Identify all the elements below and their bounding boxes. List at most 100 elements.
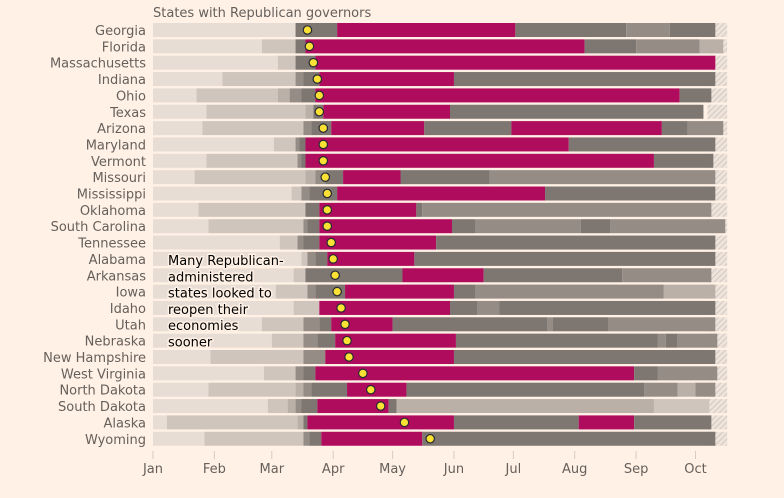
segment-level-4 [584,39,637,54]
segment-level-3 [475,219,581,234]
state-label: Indiana [98,73,146,88]
segment-level-3 [547,317,553,332]
segment-level-2 [277,88,290,103]
segment-level-3 [303,333,318,348]
state-label: Alaska [103,416,146,431]
segment-restrictive [305,153,654,168]
annotation: Many Republican-administered states looke… [167,253,286,353]
state-row: New Hampshire [43,350,728,366]
state-label: New Hampshire [43,351,146,366]
state-row: South Carolina [51,219,728,235]
segment-level-0 [153,431,205,446]
segment-level-1 [261,39,296,54]
segment-level-4 [416,202,423,217]
reopen-marker [375,401,386,411]
segment-level-3 [295,137,300,152]
segment-level-4 [303,366,316,381]
state-label: Missouri [92,171,146,186]
segment-level-1 [202,121,304,136]
state-row: Idaho [110,300,728,317]
state-label: North Dakota [59,384,146,399]
segment-level-3 [289,88,302,103]
reopen-marker [399,417,410,428]
segment-level-1 [279,235,298,250]
state-label: Iowa [116,286,146,301]
segment-level-2 [287,399,296,414]
tick-label: Jan [142,462,163,477]
segment-level-4 [400,170,490,185]
state-row: South Dakota [58,399,728,415]
segment-level-0 [153,300,294,315]
segment-restrictive [327,251,415,266]
state-row: Oklahoma [80,202,728,219]
segment-level-1 [204,431,304,446]
segment-level-0 [153,88,197,103]
segment-restrictive [315,366,635,381]
tick-label: Apr [322,462,345,477]
segment-level-3 [636,39,700,54]
segment-level-4 [634,415,712,430]
segment-level-3 [657,333,666,348]
tick-label: Oct [684,462,706,477]
segment-level-3 [295,366,304,381]
segment-level-4 [392,317,548,332]
segment-restrictive [511,121,662,136]
state-label: Massachusetts [50,57,146,72]
tick-label: Sep [624,462,649,477]
segment-level-3 [301,186,310,201]
segment-level-4 [634,366,658,381]
segment-level-4 [406,382,645,397]
reopen-marker [332,286,342,297]
segment-level-4 [453,72,716,87]
reopen-marker [365,384,376,395]
segment-level-3 [315,170,326,185]
segment-level-0 [153,104,207,119]
segment-level-0 [153,186,292,201]
state-label: Mississippi [77,188,146,203]
segment-restrictive [347,382,407,397]
chart-title: States with Republican governors [153,6,371,21]
reopen-marker [336,303,346,313]
segment-level-3 [297,153,302,168]
segment-restrictive [317,399,389,414]
segment-level-4 [317,333,336,348]
state-row: Vermont [91,153,728,170]
segment-level-4 [455,333,658,348]
state-label: Idaho [110,302,146,317]
segment-level-1 [198,202,306,217]
segment-level-1 [261,317,304,332]
segment-level-4 [568,137,716,152]
segment-level-0 [153,153,207,168]
segment-level-3 [422,202,712,217]
segment-level-4 [552,317,609,332]
state-row: Indiana [98,72,728,88]
segment-restrictive [307,415,454,430]
segment-level-0 [153,121,203,136]
segment-restrictive [331,121,425,136]
reopen-marker [326,237,336,248]
state-label: Wyoming [85,433,146,448]
segment-level-2 [295,382,304,397]
segment-level-3 [622,268,712,283]
segment-level-0 [153,72,223,87]
segment-level-4 [422,431,716,446]
segment-restrictive [305,137,569,152]
state-row: Iowa [116,284,728,301]
segment-level-0 [153,284,276,299]
annotation-line: economies [168,319,239,334]
state-label: Oklahoma [80,204,146,219]
no-data-hatch [707,415,728,430]
segment-level-1 [293,300,320,315]
segment-level-4 [301,399,318,414]
segment-restrictive [323,104,450,119]
segment-level-2 [677,382,696,397]
reopen-marker [340,319,350,330]
segment-level-4 [325,170,344,185]
segment-level-1 [222,72,296,87]
segment-level-3 [303,431,310,446]
segment-level-1 [291,186,302,201]
state-label: Maryland [86,138,146,153]
segment-level-4 [515,23,627,37]
state-row: Ohio [116,88,728,104]
segment-level-3 [657,366,718,381]
